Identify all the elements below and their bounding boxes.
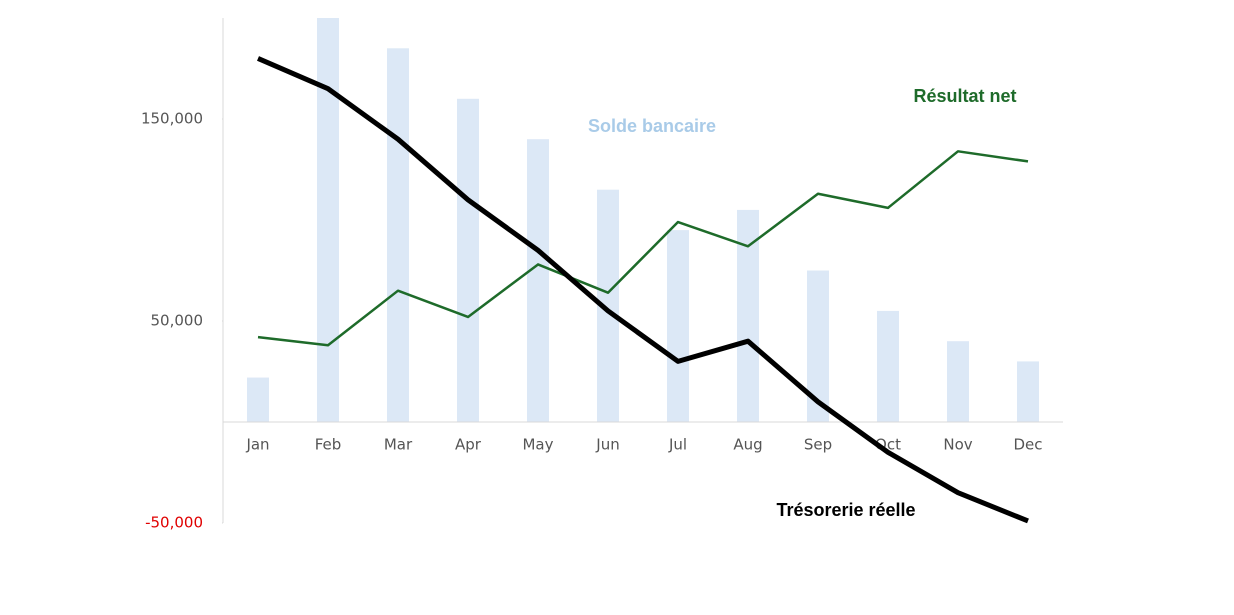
bar [457, 98, 479, 423]
bar [877, 310, 899, 422]
bar [317, 18, 339, 422]
line [257, 150, 1029, 347]
x-tick-label: Jul [668, 436, 687, 454]
line [257, 56, 1029, 524]
series-label: Solde bancaire [588, 116, 716, 136]
bar [527, 139, 549, 422]
x-tick-label: Mar [384, 436, 413, 454]
bar [737, 209, 759, 422]
bar [247, 377, 269, 422]
bar [597, 189, 619, 422]
x-tick-label: Apr [455, 436, 482, 454]
bar [1017, 361, 1039, 422]
series-label: Trésorerie réelle [776, 500, 915, 520]
y-tick-label: 150,000 [141, 110, 203, 128]
x-tick-label: Dec [1013, 436, 1042, 454]
y-tick-label: -50,000 [145, 514, 203, 532]
x-tick-label: Sep [804, 436, 832, 454]
bar [667, 230, 689, 422]
bar [947, 341, 969, 422]
bar [387, 48, 409, 423]
x-tick-label: May [522, 436, 553, 454]
y-tick-label: 50,000 [151, 312, 204, 330]
x-tick-label: Feb [315, 436, 342, 454]
x-tick-label: Aug [733, 436, 762, 454]
series-label: Résultat net [913, 86, 1016, 106]
bar [807, 270, 829, 422]
x-tick-label: Nov [943, 436, 972, 454]
x-tick-label: Jan [245, 436, 269, 454]
x-tick-label: Jun [595, 436, 619, 454]
